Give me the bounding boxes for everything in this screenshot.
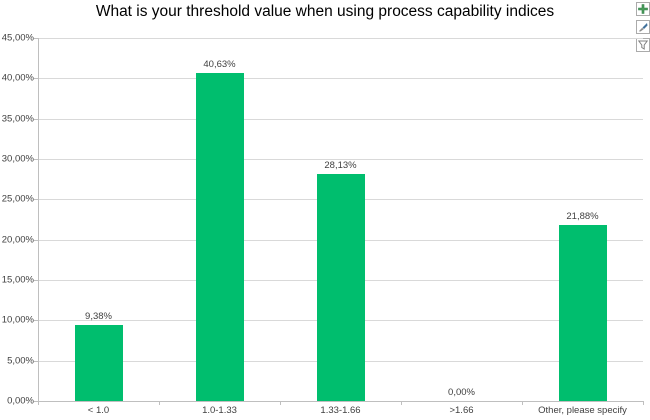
y-axis-label: 15,00% (1, 274, 34, 286)
category-label: 1.33-1.66 (320, 405, 361, 416)
bar (195, 73, 244, 401)
gridline (38, 159, 643, 160)
y-axis-tick (34, 360, 38, 362)
y-axis-label: 5,00% (7, 355, 34, 367)
category-label: >1.66 (449, 405, 474, 416)
x-axis-tick (280, 401, 281, 405)
y-axis-tick (34, 38, 38, 39)
y-axis-tick (34, 118, 38, 120)
bar-value-label: 21,88% (566, 210, 599, 222)
y-axis-tick (34, 280, 38, 281)
x-axis-tick (401, 401, 402, 405)
y-axis-label: 20,00% (1, 234, 34, 246)
y-axis-label: 0,00% (7, 395, 34, 407)
x-axis-tick (38, 401, 39, 405)
bar (74, 325, 123, 401)
bar-value-label: 0,00% (448, 387, 475, 398)
x-axis-tick (159, 401, 160, 405)
category-label: < 1.0 (87, 405, 110, 416)
chart-title: What is your threshold value when using … (95, 3, 555, 20)
funnel-icon (638, 40, 648, 50)
y-axis-tick (34, 320, 38, 322)
bar-value-label: 9,38% (85, 311, 112, 323)
y-axis-line (38, 38, 39, 401)
x-axis-tick (522, 401, 523, 405)
gridline (38, 78, 643, 80)
y-axis-tick (34, 199, 38, 201)
category-label: 1.0-1.33 (202, 405, 237, 416)
y-axis-tick (34, 78, 38, 80)
x-axis-line (38, 401, 643, 402)
y-axis-label: 10,00% (1, 314, 34, 326)
bar-value-label: 28,13% (324, 160, 357, 172)
bar-value-label: 40,63% (203, 59, 236, 71)
bar (316, 174, 365, 401)
x-axis-tick (643, 401, 644, 405)
y-axis-label: 45,00% (1, 32, 34, 44)
plus-icon (638, 4, 648, 14)
chart-styles-button[interactable] (636, 20, 650, 34)
y-axis-tick (34, 401, 38, 402)
y-axis-label: 30,00% (1, 153, 34, 165)
category-label: Other, please specify (538, 405, 627, 416)
y-axis-tick (34, 159, 38, 160)
bar (558, 224, 607, 401)
y-axis-label: 25,00% (1, 193, 34, 205)
y-axis-label: 40,00% (1, 72, 34, 84)
gridline (38, 38, 643, 39)
gridline (38, 118, 643, 120)
paintbrush-icon (638, 22, 648, 32)
y-axis-label: 35,00% (1, 113, 34, 125)
y-axis-tick (34, 239, 38, 241)
